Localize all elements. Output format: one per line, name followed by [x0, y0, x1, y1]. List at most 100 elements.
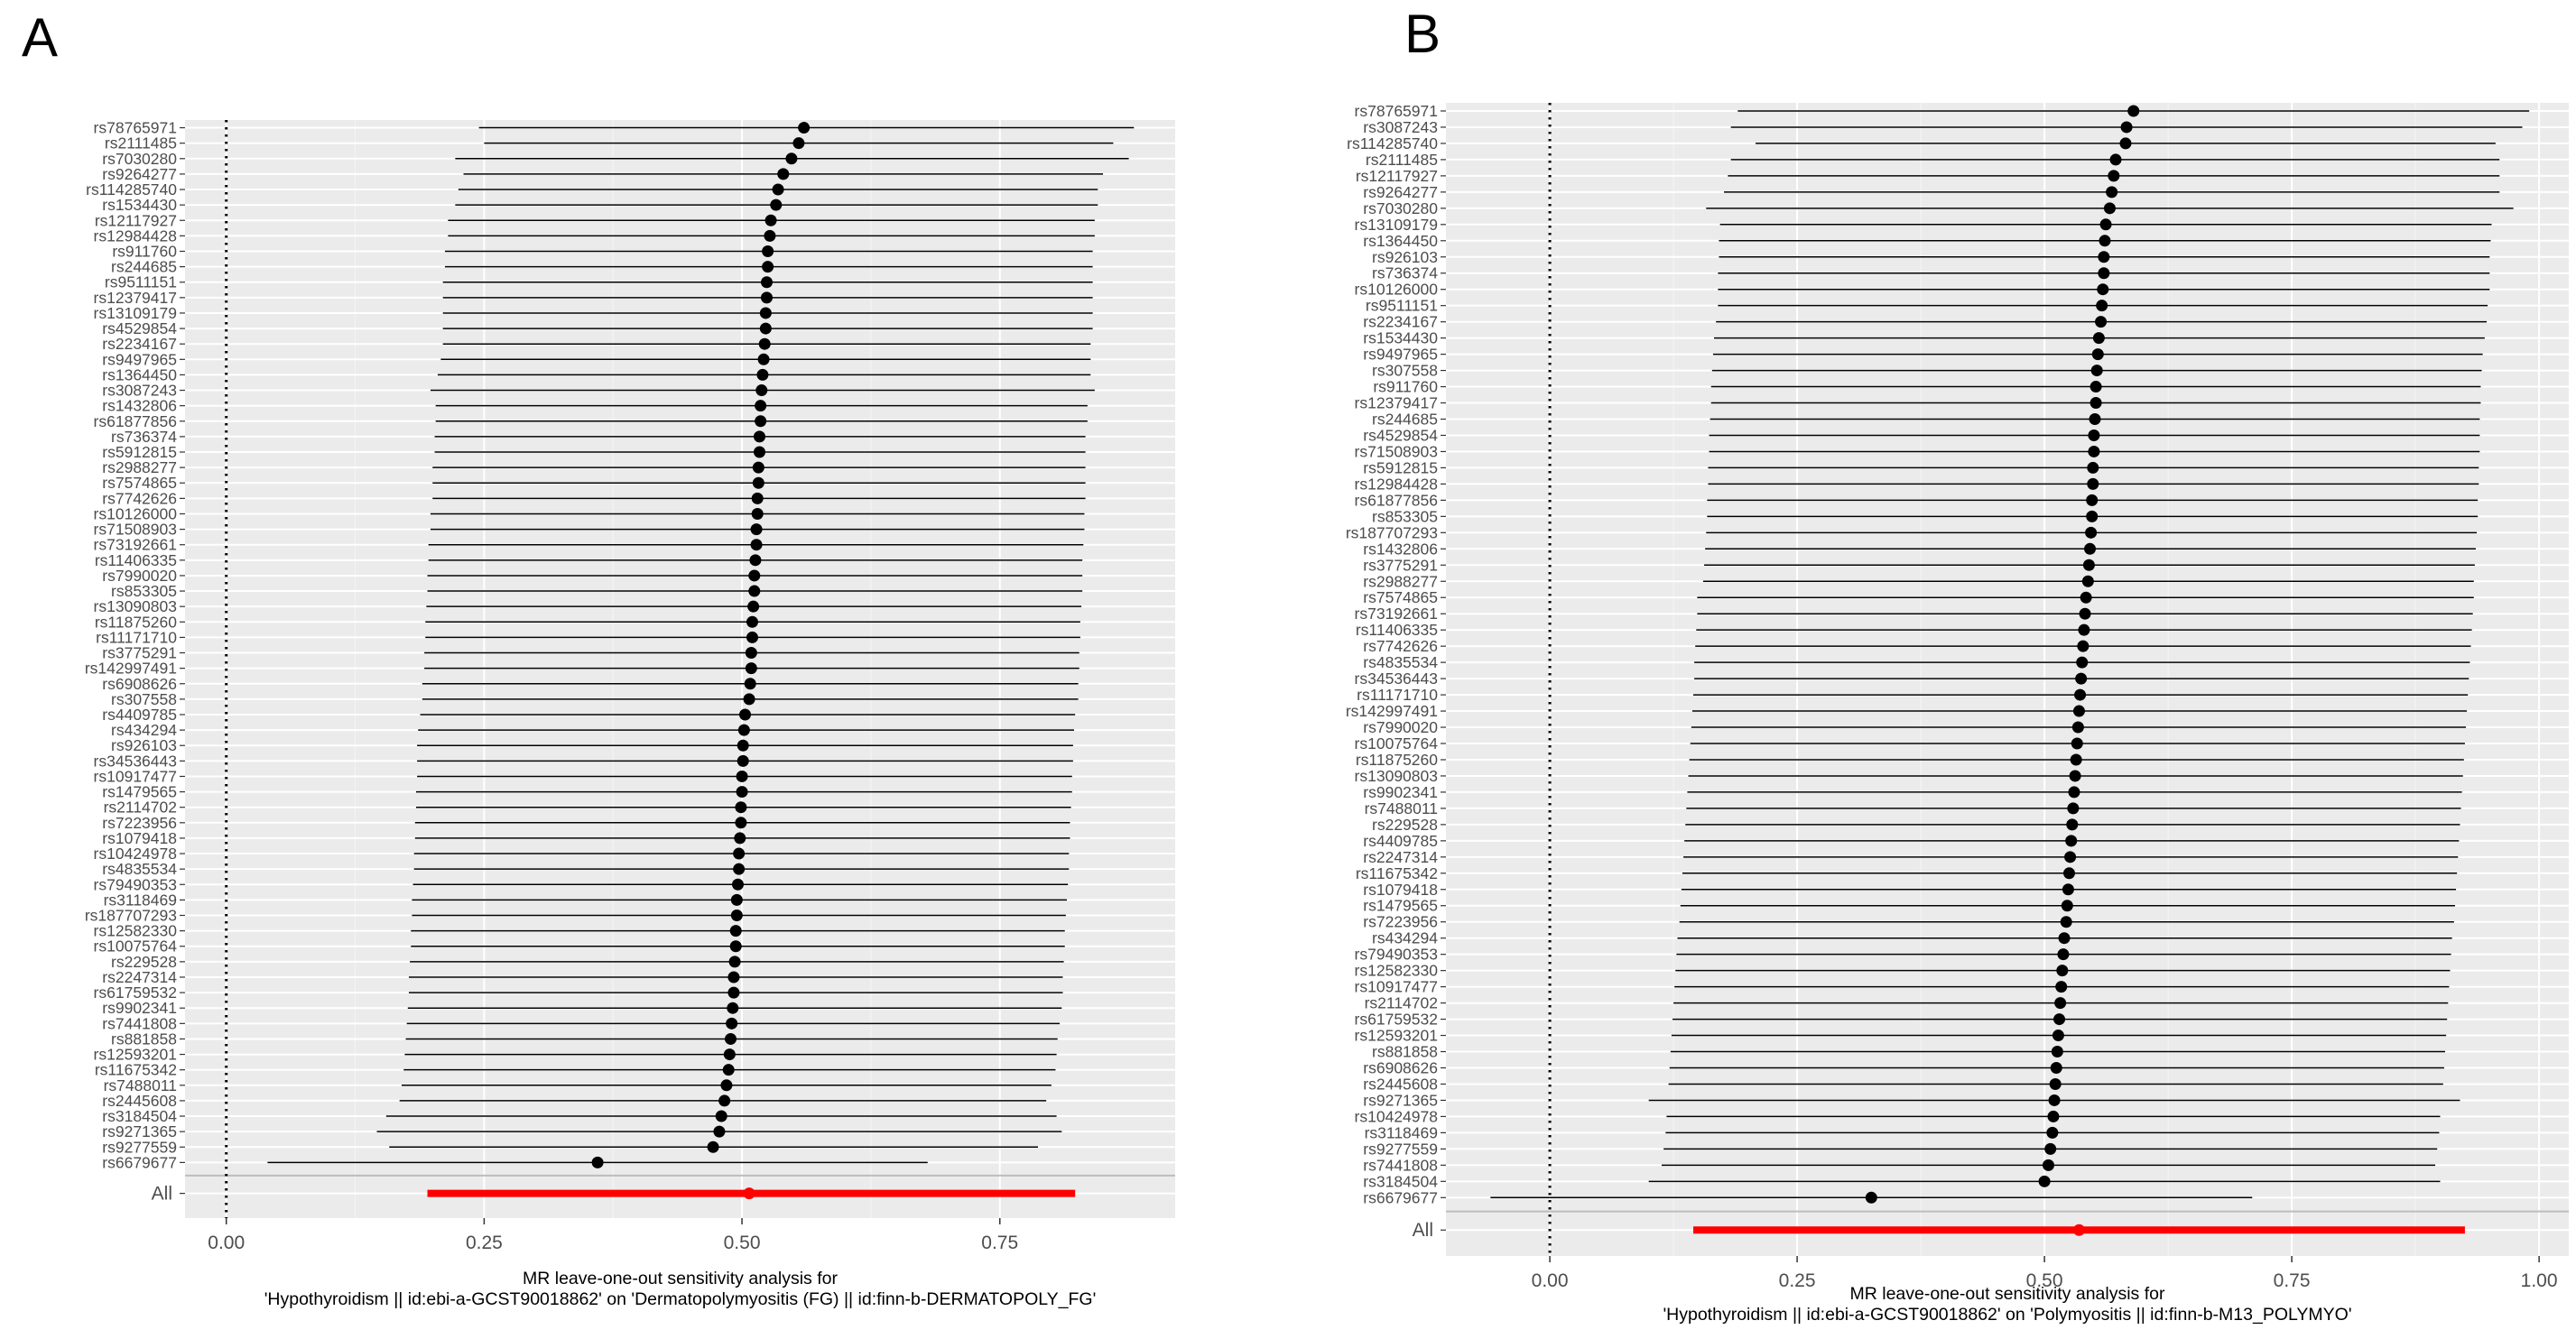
snp-label: rs7742626 [102, 489, 177, 507]
snp-label: rs12593201 [94, 1046, 177, 1064]
snp-label: rs7990020 [1363, 718, 1438, 736]
snp-label: rs9902341 [102, 999, 177, 1017]
point-estimate [727, 971, 740, 983]
point-estimate [2055, 981, 2068, 993]
snp-label: rs9271365 [102, 1122, 177, 1140]
point-estimate [2088, 429, 2100, 441]
snp-label: rs71508903 [94, 521, 177, 539]
point-estimate [2077, 640, 2090, 652]
snp-label: rs7574865 [1363, 588, 1438, 606]
point-estimate [2056, 965, 2069, 977]
point-estimate [2119, 137, 2132, 150]
snp-label: rs11875260 [1356, 751, 1438, 769]
point-estimate [2063, 867, 2076, 880]
x-tick-label: 0.00 [208, 1233, 245, 1253]
point-estimate [2071, 737, 2083, 750]
point-estimate [798, 122, 811, 134]
snp-label: rs13090803 [94, 597, 177, 615]
point-estimate [2048, 1094, 2061, 1106]
point-estimate [753, 430, 765, 443]
snp-label: rs10126000 [94, 504, 178, 522]
snp-label: rs71508903 [1355, 442, 1438, 460]
point-estimate [591, 1156, 604, 1168]
x-tick-label: 0.50 [2026, 1270, 2063, 1291]
snp-label: rs10424978 [94, 845, 177, 863]
snp-label: rs2234167 [102, 335, 177, 353]
point-estimate [2090, 397, 2102, 410]
snp-label: rs7030280 [1363, 199, 1438, 217]
snp-label: rs3118469 [104, 891, 177, 909]
snp-label: rs926103 [111, 736, 177, 754]
point-estimate [2085, 526, 2098, 539]
snp-label: rs114285740 [86, 180, 177, 199]
snp-label: rs114285740 [1347, 134, 1438, 152]
snp-label: rs736374 [111, 428, 177, 446]
snp-label: rs9264277 [102, 165, 177, 183]
point-estimate [2087, 461, 2099, 474]
point-estimate [2103, 202, 2116, 215]
point-estimate [735, 801, 747, 814]
snp-label: rs12593201 [1355, 1027, 1438, 1045]
point-estimate [2072, 705, 2085, 717]
snp-label: rs9497965 [1363, 346, 1438, 364]
snp-label: rs6679677 [102, 1153, 177, 1171]
point-estimate [724, 1032, 737, 1045]
snp-label: rs7223956 [1363, 913, 1438, 931]
snp-label: rs10917477 [1355, 978, 1438, 996]
point-estimate [723, 1048, 736, 1061]
point-estimate [713, 1125, 726, 1138]
point-estimate [745, 647, 757, 660]
snp-label: rs78765971 [1355, 102, 1438, 120]
point-estimate [770, 199, 783, 211]
snp-label: rs2988277 [1363, 572, 1438, 590]
point-estimate [2047, 1110, 2060, 1122]
point-estimate [738, 708, 751, 721]
snp-label: rs142997491 [85, 660, 177, 678]
snp-label: rs4409785 [1363, 832, 1438, 850]
snp-label: rs2111485 [105, 134, 177, 152]
point-estimate [2057, 948, 2070, 961]
point-estimate [2084, 542, 2097, 555]
snp-label: rs4529854 [1363, 426, 1438, 444]
point-estimate [728, 956, 741, 968]
snp-label: rs853305 [111, 582, 177, 600]
point-estimate [752, 476, 764, 489]
x-tick-label: 0.25 [1779, 1270, 1816, 1291]
x-tick-label: 0.00 [1532, 1270, 1569, 1291]
point-estimate [2108, 170, 2120, 182]
snp-label: rs1364450 [102, 365, 177, 383]
point-estimate [2066, 818, 2079, 831]
snp-label: rs434294 [111, 721, 177, 739]
snp-label: rs3087243 [1363, 118, 1438, 136]
snp-label: rs10075764 [1355, 734, 1439, 753]
snp-label: rs9497965 [102, 350, 177, 368]
point-estimate [2044, 1142, 2057, 1155]
point-estimate [727, 1002, 739, 1014]
snp-label: rs10424978 [1355, 1107, 1438, 1125]
point-estimate [751, 507, 764, 520]
point-estimate [777, 168, 790, 180]
point-estimate [2098, 251, 2110, 263]
point-estimate [735, 817, 747, 829]
snp-label: rs79490353 [94, 875, 177, 893]
snp-label: rs73192661 [1355, 605, 1438, 623]
point-estimate [2088, 445, 2100, 457]
snp-label: rs1432806 [102, 397, 177, 415]
point-estimate [734, 832, 746, 845]
point-estimate [756, 368, 769, 381]
point-estimate [2038, 1175, 2051, 1187]
snp-label: rs307558 [111, 690, 177, 708]
point-estimate [792, 137, 805, 150]
snp-label: rs12582330 [94, 922, 178, 940]
point-estimate [731, 878, 744, 891]
snp-label: rs12379417 [94, 289, 177, 307]
snp-label: rs2247314 [1363, 848, 1438, 866]
snp-label: rs4835534 [1363, 653, 1438, 671]
point-estimate [2090, 365, 2103, 377]
snp-label: rs9264277 [1363, 183, 1438, 201]
point-estimate [744, 678, 756, 690]
point-estimate [2095, 316, 2108, 328]
snp-label: rs1479565 [102, 783, 177, 801]
point-estimate [1865, 1191, 1877, 1204]
point-estimate [720, 1079, 733, 1092]
